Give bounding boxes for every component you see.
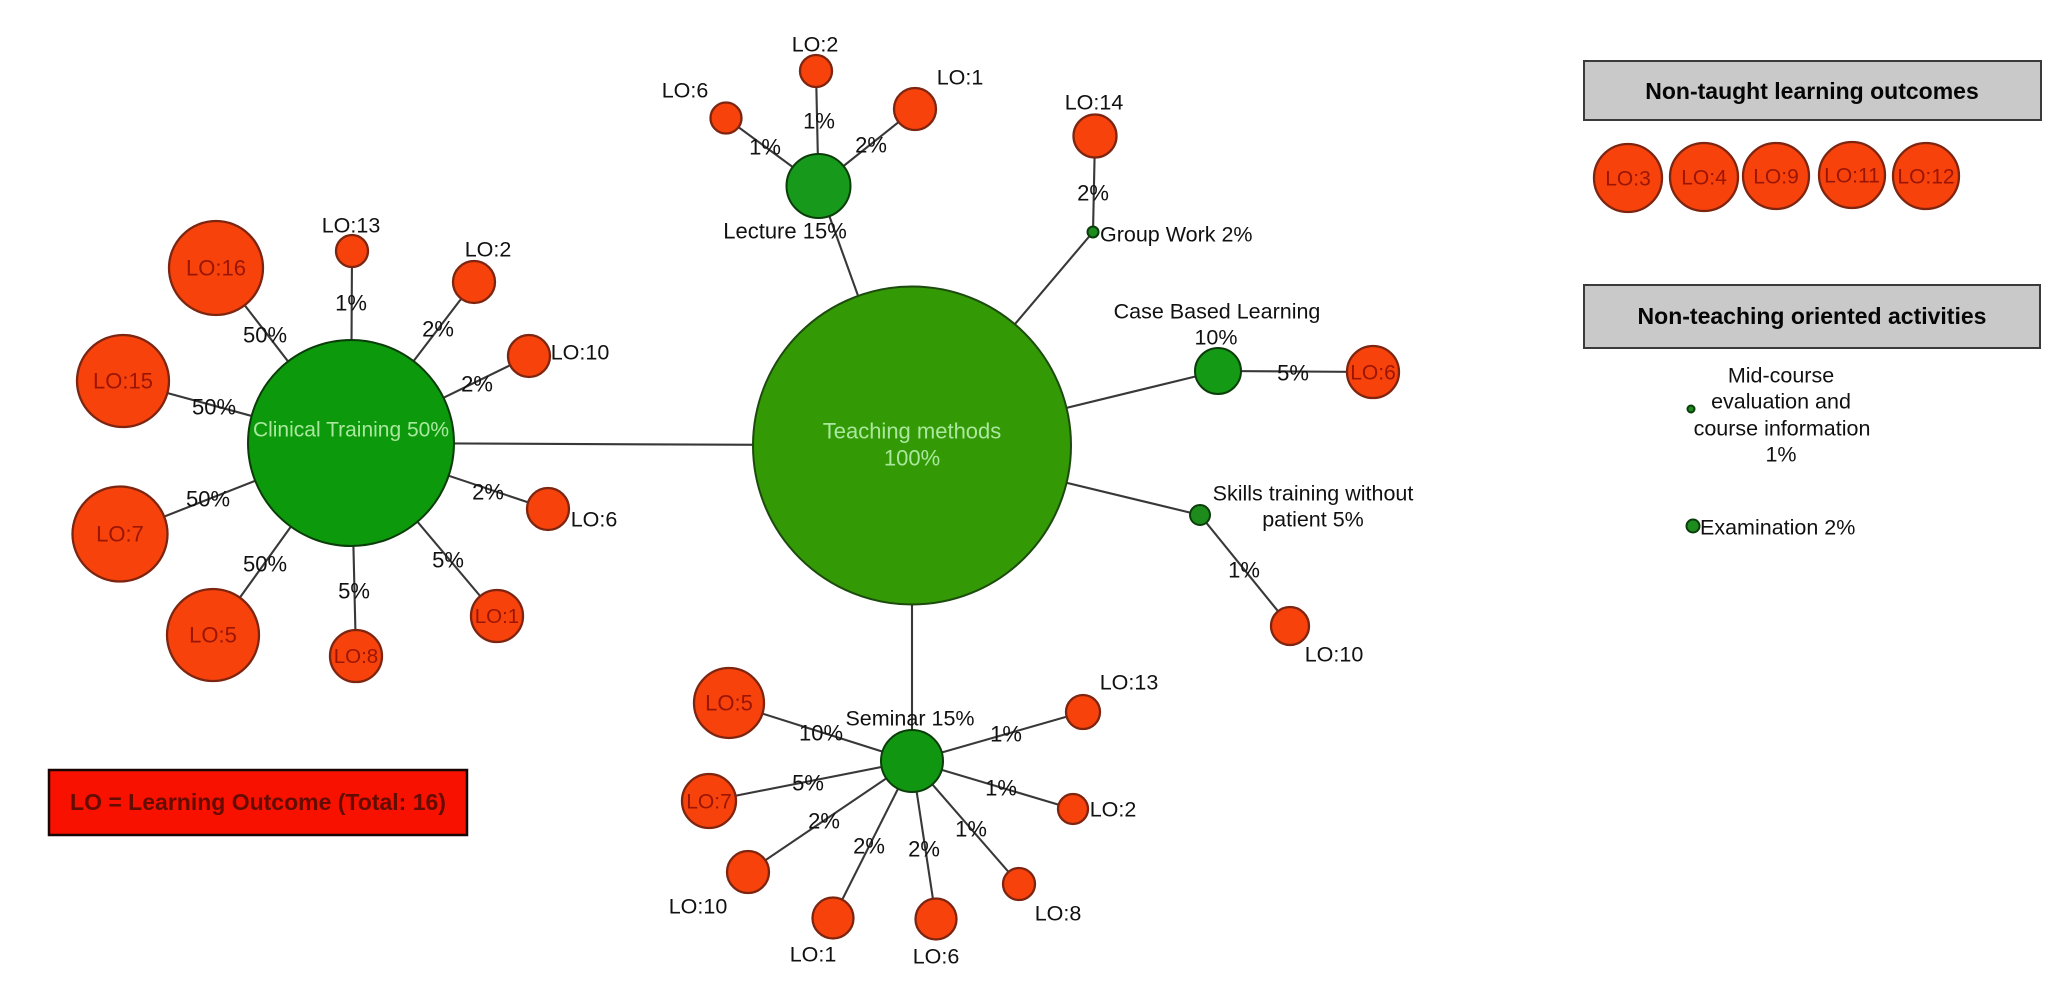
- svg-text:LO:8: LO:8: [334, 645, 378, 668]
- svg-text:1%: 1%: [749, 135, 781, 160]
- svg-text:LO:14: LO:14: [1065, 91, 1124, 115]
- svg-text:50%: 50%: [186, 487, 230, 512]
- svg-text:2%: 2%: [808, 809, 840, 834]
- svg-text:2%: 2%: [422, 317, 454, 342]
- svg-text:LO:1: LO:1: [790, 943, 837, 967]
- svg-text:2%: 2%: [461, 372, 493, 397]
- svg-text:Examination 2%: Examination 2%: [1700, 516, 1855, 540]
- svg-text:LO:10: LO:10: [551, 341, 610, 365]
- svg-text:LO:13: LO:13: [322, 214, 381, 238]
- svg-text:patient 5%: patient 5%: [1262, 508, 1364, 532]
- svg-text:1%: 1%: [1228, 558, 1260, 583]
- svg-text:LO:8: LO:8: [1035, 902, 1082, 926]
- svg-text:Lecture 15%: Lecture 15%: [723, 219, 847, 244]
- svg-text:LO:5: LO:5: [705, 691, 753, 716]
- svg-text:LO:2: LO:2: [465, 238, 512, 262]
- svg-text:evaluation and: evaluation and: [1711, 390, 1851, 414]
- svg-text:Skills training without: Skills training without: [1213, 482, 1414, 506]
- svg-text:50%: 50%: [243, 552, 287, 577]
- svg-text:5%: 5%: [1277, 361, 1309, 386]
- svg-text:LO:2: LO:2: [1090, 798, 1137, 822]
- svg-text:1%: 1%: [955, 817, 987, 842]
- svg-text:LO:11: LO:11: [1824, 164, 1880, 187]
- svg-text:LO:6: LO:6: [571, 508, 618, 532]
- svg-text:50%: 50%: [192, 395, 236, 420]
- svg-text:LO:7: LO:7: [96, 522, 144, 547]
- svg-text:Seminar 15%: Seminar 15%: [845, 707, 974, 731]
- svg-text:LO:9: LO:9: [1753, 165, 1799, 188]
- svg-text:Clinical Training 50%: Clinical Training 50%: [253, 418, 449, 441]
- svg-text:5%: 5%: [432, 548, 464, 573]
- svg-text:2%: 2%: [472, 480, 504, 505]
- svg-text:1%: 1%: [335, 291, 367, 316]
- svg-text:10%: 10%: [799, 721, 843, 746]
- svg-text:100%: 100%: [884, 446, 940, 471]
- svg-text:5%: 5%: [338, 579, 370, 604]
- svg-text:LO:6: LO:6: [913, 945, 960, 969]
- svg-text:LO:16: LO:16: [186, 256, 246, 281]
- svg-text:2%: 2%: [908, 837, 940, 862]
- svg-text:Teaching methods: Teaching methods: [823, 419, 1002, 444]
- svg-text:1%: 1%: [1765, 443, 1796, 467]
- svg-text:course information: course information: [1694, 417, 1871, 441]
- svg-text:LO:6: LO:6: [1350, 361, 1396, 384]
- svg-text:1%: 1%: [990, 722, 1022, 747]
- svg-text:LO:2: LO:2: [792, 33, 839, 57]
- svg-text:2%: 2%: [855, 133, 887, 158]
- svg-text:2%: 2%: [853, 834, 885, 859]
- svg-text:Non-teaching oriented activiti: Non-teaching oriented activities: [1638, 303, 1987, 329]
- svg-text:2%: 2%: [1077, 181, 1109, 206]
- svg-text:Case Based Learning: Case Based Learning: [1114, 300, 1321, 324]
- svg-text:LO:10: LO:10: [1305, 643, 1364, 667]
- svg-text:LO:12: LO:12: [1897, 165, 1954, 188]
- svg-text:LO:1: LO:1: [475, 605, 519, 628]
- svg-text:LO:6: LO:6: [662, 79, 709, 103]
- svg-text:50%: 50%: [243, 323, 287, 348]
- svg-text:LO:15: LO:15: [93, 369, 153, 394]
- svg-text:LO:5: LO:5: [189, 623, 237, 648]
- svg-text:Mid-course: Mid-course: [1728, 364, 1834, 388]
- svg-text:LO = Learning Outcome (Total:: LO = Learning Outcome (Total: 16): [70, 789, 446, 815]
- svg-text:1%: 1%: [803, 109, 835, 134]
- svg-text:LO:10: LO:10: [669, 895, 728, 919]
- svg-text:1%: 1%: [985, 776, 1017, 801]
- svg-text:LO:4: LO:4: [1681, 166, 1727, 189]
- svg-text:Non-taught learning outcomes: Non-taught learning outcomes: [1645, 78, 1979, 104]
- svg-text:5%: 5%: [792, 771, 824, 796]
- svg-text:LO:1: LO:1: [937, 66, 984, 90]
- svg-text:LO:13: LO:13: [1100, 671, 1159, 695]
- svg-text:Group Work 2%: Group Work 2%: [1100, 223, 1253, 247]
- svg-text:LO:7: LO:7: [686, 790, 732, 813]
- svg-text:LO:3: LO:3: [1605, 167, 1651, 190]
- svg-text:10%: 10%: [1194, 326, 1237, 350]
